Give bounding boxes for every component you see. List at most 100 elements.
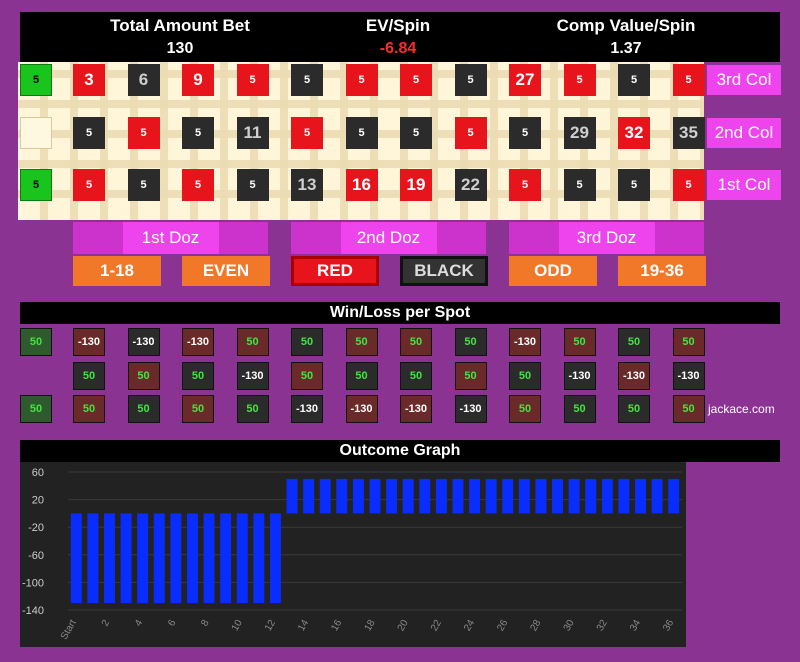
winloss-cell: 50: [73, 395, 105, 423]
x-tick-label: 34: [628, 618, 643, 634]
bet-red[interactable]: RED: [291, 256, 379, 286]
column-bet[interactable]: 2nd Col: [707, 118, 781, 148]
number-spot[interactable]: 22: [454, 169, 487, 201]
winloss-cell: 50: [236, 395, 269, 423]
number-spot[interactable]: 5: [182, 169, 214, 201]
x-tick-label: 24: [462, 618, 477, 634]
outcome-bar: [402, 478, 414, 514]
winloss-cell: -130: [618, 362, 650, 390]
comp-stat: Comp Value/Spin 1.37: [526, 12, 726, 58]
outcome-graph: 60 20 -20 -60 -100 -140 Start 2 4 6 8 10 12 14 16 18 20 2…: [20, 462, 686, 647]
column-bet[interactable]: 1st Col: [707, 170, 781, 200]
bet-1-18[interactable]: 1-18: [73, 256, 161, 286]
outcome-bar: [319, 478, 331, 514]
number-spot[interactable]: 29: [563, 117, 596, 149]
number-spot[interactable]: 5: [400, 64, 432, 96]
outcome-bar: [369, 478, 381, 514]
x-tick-label: 18: [363, 618, 378, 634]
number-spot[interactable]: 5: [345, 117, 378, 149]
outcome-bar: [104, 513, 115, 604]
winloss-cell: 50: [509, 362, 541, 390]
outcome-bar: [635, 478, 646, 514]
number-spot[interactable]: 3: [73, 64, 105, 96]
outcome-bar: [87, 513, 99, 604]
column-bet[interactable]: 3rd Col: [707, 65, 781, 95]
number-spot[interactable]: 5: [73, 117, 105, 149]
number-spot[interactable]: 5: [182, 117, 214, 149]
bet-even[interactable]: EVEN: [182, 256, 270, 286]
number-spot[interactable]: 5: [509, 169, 541, 201]
number-spot[interactable]: 5: [563, 64, 596, 96]
number-spot[interactable]: 5: [345, 64, 378, 96]
x-tick-label: 20: [396, 618, 411, 634]
bet-19-36[interactable]: 19-36: [618, 256, 706, 286]
number-spot[interactable]: 5: [563, 169, 596, 201]
winloss-cell: -130: [73, 328, 105, 356]
outcome-bar: [286, 478, 298, 514]
number-spot[interactable]: 27: [509, 64, 541, 96]
winloss-cell: -130: [236, 362, 269, 390]
site-credit: jackace.com: [708, 402, 775, 416]
zero-spot[interactable]: 5: [20, 64, 52, 96]
number-spot[interactable]: 5: [73, 169, 105, 201]
dozen-1[interactable]: 1st Doz: [73, 222, 268, 254]
zero-spot[interactable]: 5: [20, 169, 52, 201]
outcome-bar: [552, 478, 564, 514]
number-spot[interactable]: 11: [236, 117, 269, 149]
number-spot[interactable]: 5: [127, 169, 160, 201]
number-spot[interactable]: 5: [454, 64, 487, 96]
dozen-2[interactable]: 2nd Doz: [291, 222, 486, 254]
number-spot[interactable]: 19: [400, 169, 432, 201]
x-tick-label: 10: [230, 618, 245, 634]
number-spot[interactable]: 13: [291, 169, 323, 201]
number-spot[interactable]: 5: [236, 64, 269, 96]
outcome-bar: [419, 478, 431, 514]
x-tick-label: 36: [661, 618, 676, 634]
number-spot[interactable]: 5: [291, 117, 323, 149]
winloss-cell: -130: [291, 395, 323, 423]
y-tick-label: -20: [28, 522, 44, 534]
x-tick-label: 4: [133, 618, 146, 629]
number-spot[interactable]: 5: [672, 169, 705, 201]
y-tick-label: -100: [22, 577, 44, 589]
outcome-bar: [618, 478, 630, 514]
bet-black[interactable]: BLACK: [400, 256, 488, 286]
number-spot[interactable]: 35: [672, 117, 705, 149]
winloss-zero-cell: 50: [20, 328, 52, 356]
outcome-bar: [236, 513, 248, 604]
number-spot[interactable]: 5: [618, 64, 650, 96]
y-tick-label: -60: [28, 550, 44, 562]
number-spot[interactable]: 5: [127, 117, 160, 149]
total-bet-stat: Total Amount Bet 130: [80, 12, 280, 58]
number-spot[interactable]: 5: [454, 117, 487, 149]
number-spot[interactable]: 5: [672, 64, 705, 96]
outcome-bar: [120, 513, 132, 604]
number-spot[interactable]: 5: [509, 117, 541, 149]
outcome-bar: [70, 513, 82, 604]
ev-value: -6.84: [379, 40, 417, 57]
outcome-bar: [269, 513, 281, 604]
outcome-bar: [303, 478, 315, 514]
number-spot[interactable]: 6: [127, 64, 160, 96]
number-spot[interactable]: 5: [618, 169, 650, 201]
outcome-bar: [469, 478, 481, 514]
x-tick-label: 14: [296, 618, 311, 634]
outcome-bar: [220, 513, 232, 604]
winloss-cell: 50: [127, 395, 160, 423]
outcome-bar: [153, 513, 165, 604]
number-spot[interactable]: 16: [345, 169, 378, 201]
number-spot[interactable]: 5: [236, 169, 269, 201]
number-spot[interactable]: 9: [182, 64, 214, 96]
number-spot[interactable]: 5: [400, 117, 432, 149]
winloss-cell: 50: [345, 362, 378, 390]
number-spot[interactable]: 5: [291, 64, 323, 96]
winloss-cell: 50: [563, 328, 596, 356]
dozen-3[interactable]: 3rd Doz: [509, 222, 704, 254]
bet-odd[interactable]: ODD: [509, 256, 597, 286]
outcome-bar: [170, 513, 182, 604]
winloss-cell: -130: [509, 328, 541, 356]
number-spot[interactable]: 32: [618, 117, 650, 149]
zero-spot[interactable]: [20, 117, 52, 149]
winloss-zero-cell: 50: [20, 395, 52, 423]
